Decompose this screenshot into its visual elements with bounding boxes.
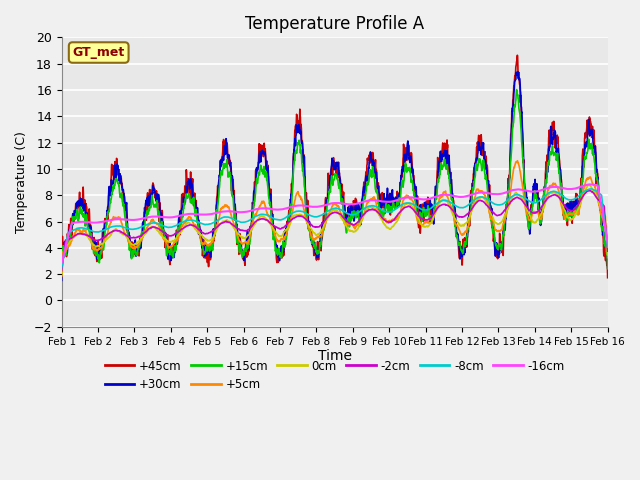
Line: 0cm: 0cm xyxy=(61,185,607,276)
Text: GT_met: GT_met xyxy=(72,46,125,59)
-16cm xyxy=(210,211,218,216)
+15cm xyxy=(58,266,65,272)
+30cm xyxy=(571,209,579,215)
+30cm xyxy=(556,164,563,170)
-16cm xyxy=(604,240,611,245)
-8cm xyxy=(493,202,501,208)
+15cm xyxy=(513,87,520,93)
-8cm xyxy=(362,204,370,210)
Line: +15cm: +15cm xyxy=(61,90,607,269)
0cm xyxy=(571,214,579,219)
-2cm xyxy=(362,209,370,215)
-16cm xyxy=(58,260,65,265)
0cm xyxy=(556,194,563,200)
-2cm xyxy=(586,188,593,193)
+45cm xyxy=(556,158,563,164)
-16cm xyxy=(586,181,594,187)
-2cm xyxy=(350,222,358,228)
-8cm xyxy=(556,191,563,196)
+30cm xyxy=(58,277,65,283)
+5cm xyxy=(58,274,65,279)
+30cm xyxy=(350,217,358,223)
X-axis label: Time: Time xyxy=(317,349,351,363)
+45cm xyxy=(210,230,218,236)
-16cm xyxy=(362,198,370,204)
Line: -16cm: -16cm xyxy=(61,184,607,263)
+15cm xyxy=(571,206,579,212)
-2cm xyxy=(493,213,501,218)
+30cm xyxy=(604,265,611,271)
+5cm xyxy=(210,235,218,240)
Legend: +45cm, +30cm, +15cm, +5cm, 0cm, -2cm, -8cm, -16cm: +45cm, +30cm, +15cm, +5cm, 0cm, -2cm, -8… xyxy=(100,355,569,396)
+15cm xyxy=(210,232,218,238)
0cm xyxy=(362,208,370,214)
-8cm xyxy=(571,196,579,202)
-2cm xyxy=(571,206,579,212)
+45cm xyxy=(604,275,611,281)
+30cm xyxy=(362,174,370,180)
+30cm xyxy=(210,228,218,234)
+5cm xyxy=(493,228,501,234)
+15cm xyxy=(350,210,358,216)
-8cm xyxy=(604,244,611,250)
0cm xyxy=(350,229,358,235)
Y-axis label: Temperature (C): Temperature (C) xyxy=(15,131,28,233)
+5cm xyxy=(362,204,370,209)
+15cm xyxy=(604,266,611,272)
Line: -8cm: -8cm xyxy=(61,189,607,267)
-2cm xyxy=(58,268,65,274)
+15cm xyxy=(493,243,501,249)
-8cm xyxy=(350,212,358,217)
+5cm xyxy=(571,208,579,214)
0cm xyxy=(493,221,501,227)
0cm xyxy=(58,273,65,278)
-2cm xyxy=(556,195,563,201)
+45cm xyxy=(493,252,501,258)
0cm xyxy=(604,252,611,258)
+45cm xyxy=(362,177,370,183)
Line: -2cm: -2cm xyxy=(61,191,607,271)
+15cm xyxy=(556,172,563,178)
+45cm xyxy=(58,259,65,265)
0cm xyxy=(210,233,218,239)
-16cm xyxy=(556,184,563,190)
Line: +45cm: +45cm xyxy=(61,55,607,278)
-2cm xyxy=(604,248,611,254)
Line: +5cm: +5cm xyxy=(61,161,607,276)
+5cm xyxy=(556,192,563,197)
-2cm xyxy=(210,227,218,233)
+15cm xyxy=(362,188,370,194)
-8cm xyxy=(588,186,595,192)
+5cm xyxy=(604,255,611,261)
+45cm xyxy=(571,201,579,207)
+30cm xyxy=(493,244,501,250)
Title: Temperature Profile A: Temperature Profile A xyxy=(245,15,424,33)
+45cm xyxy=(513,52,521,58)
Line: +30cm: +30cm xyxy=(61,72,607,280)
-16cm xyxy=(493,192,501,197)
+5cm xyxy=(513,158,521,164)
0cm xyxy=(586,182,593,188)
-16cm xyxy=(571,186,579,192)
+30cm xyxy=(514,69,522,75)
-8cm xyxy=(210,219,218,225)
-8cm xyxy=(58,264,65,270)
-16cm xyxy=(350,201,358,207)
+45cm xyxy=(350,199,358,204)
+5cm xyxy=(350,224,358,230)
